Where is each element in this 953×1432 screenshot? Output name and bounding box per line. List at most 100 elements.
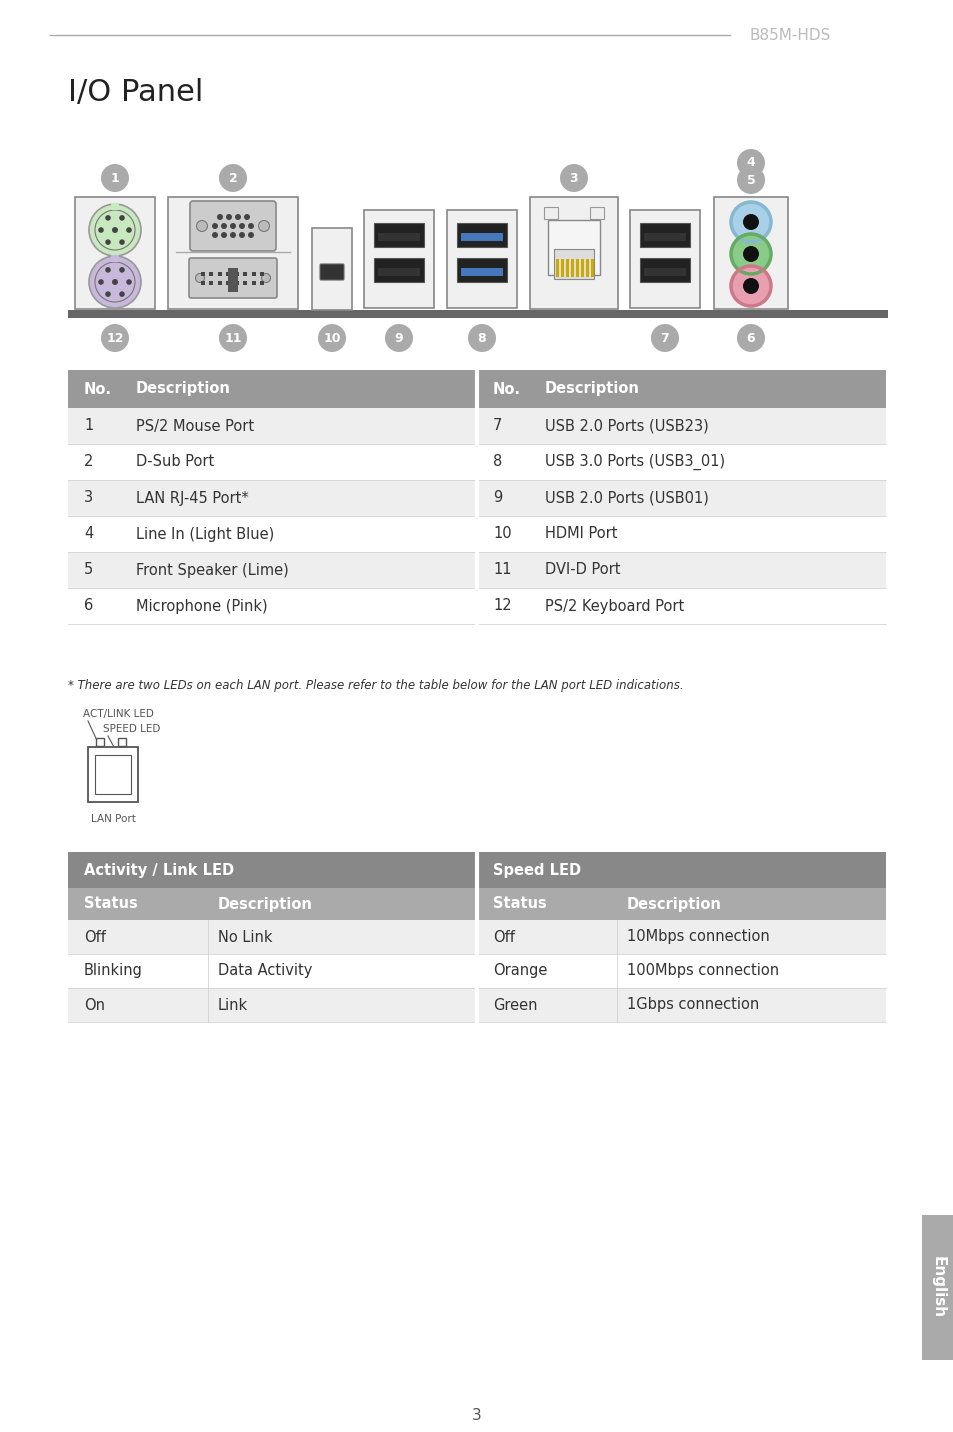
- Circle shape: [126, 279, 132, 285]
- Circle shape: [212, 232, 218, 238]
- Text: LAN RJ-45 Port*: LAN RJ-45 Port*: [136, 491, 249, 505]
- Bar: [476, 988, 885, 1022]
- Bar: [476, 954, 885, 988]
- Circle shape: [98, 228, 104, 233]
- Bar: [377, 233, 419, 241]
- Bar: [243, 281, 247, 285]
- Text: 2: 2: [229, 172, 237, 185]
- Bar: [68, 408, 476, 444]
- Bar: [565, 259, 568, 276]
- Circle shape: [105, 215, 111, 221]
- Bar: [456, 223, 506, 246]
- Text: ACT/LINK LED: ACT/LINK LED: [83, 709, 153, 719]
- Circle shape: [126, 228, 132, 233]
- Text: Microphone (Pink): Microphone (Pink): [136, 599, 268, 613]
- Bar: [68, 888, 476, 919]
- Bar: [68, 551, 476, 589]
- Bar: [243, 272, 247, 276]
- Circle shape: [737, 149, 764, 178]
- Bar: [252, 281, 255, 285]
- Text: Activity / Link LED: Activity / Link LED: [84, 862, 233, 878]
- Text: 2: 2: [84, 454, 93, 470]
- Text: 1: 1: [111, 172, 119, 185]
- Bar: [476, 516, 885, 551]
- Circle shape: [230, 232, 235, 238]
- Text: 7: 7: [493, 418, 502, 434]
- Circle shape: [89, 256, 141, 308]
- Circle shape: [95, 262, 135, 302]
- Text: No Link: No Link: [218, 929, 273, 945]
- Text: 5: 5: [84, 563, 93, 577]
- Bar: [476, 551, 885, 589]
- Circle shape: [737, 166, 764, 193]
- Text: 11: 11: [493, 563, 511, 577]
- Text: USB 2.0 Ports (USB23): USB 2.0 Ports (USB23): [544, 418, 708, 434]
- Text: Speed LED: Speed LED: [493, 862, 580, 878]
- Text: Description: Description: [626, 896, 721, 912]
- Text: 3: 3: [472, 1408, 481, 1422]
- Text: 6: 6: [746, 331, 755, 345]
- Text: I/O Panel: I/O Panel: [68, 77, 203, 107]
- Bar: [580, 259, 583, 276]
- Bar: [68, 852, 476, 888]
- Text: D-Sub Port: D-Sub Port: [136, 454, 214, 470]
- Bar: [571, 259, 574, 276]
- Text: No.: No.: [493, 381, 520, 397]
- Text: 4: 4: [746, 156, 755, 169]
- Bar: [68, 309, 887, 318]
- Text: 8: 8: [493, 454, 501, 470]
- Text: USB 3.0 Ports (USB3_01): USB 3.0 Ports (USB3_01): [544, 454, 724, 470]
- Text: Green: Green: [493, 998, 537, 1012]
- Bar: [201, 272, 205, 276]
- Bar: [68, 480, 476, 516]
- Bar: [476, 852, 885, 888]
- Bar: [629, 211, 700, 308]
- Circle shape: [195, 274, 204, 282]
- Text: Front Speaker (Lime): Front Speaker (Lime): [136, 563, 289, 577]
- Bar: [447, 211, 517, 308]
- Bar: [530, 198, 618, 309]
- Bar: [589, 208, 603, 219]
- Bar: [312, 228, 352, 309]
- Bar: [364, 211, 434, 308]
- Bar: [68, 988, 476, 1022]
- Bar: [118, 737, 126, 746]
- Text: Line In (Light Blue): Line In (Light Blue): [136, 527, 274, 541]
- Circle shape: [468, 324, 496, 352]
- Bar: [68, 954, 476, 988]
- Circle shape: [212, 223, 218, 229]
- Bar: [218, 281, 222, 285]
- Circle shape: [239, 223, 245, 229]
- Circle shape: [234, 213, 241, 221]
- Circle shape: [650, 324, 679, 352]
- Circle shape: [101, 324, 129, 352]
- Bar: [260, 281, 264, 285]
- Text: PS/2 Mouse Port: PS/2 Mouse Port: [136, 418, 253, 434]
- Circle shape: [119, 291, 125, 296]
- Bar: [226, 281, 231, 285]
- FancyBboxPatch shape: [189, 258, 276, 298]
- Text: 3: 3: [84, 491, 93, 505]
- Bar: [576, 259, 578, 276]
- Bar: [95, 755, 131, 793]
- Circle shape: [317, 324, 346, 352]
- Bar: [377, 268, 419, 276]
- Circle shape: [730, 266, 770, 306]
- Bar: [252, 272, 255, 276]
- Bar: [68, 516, 476, 551]
- Bar: [476, 408, 885, 444]
- Text: Link: Link: [218, 998, 248, 1012]
- Bar: [168, 198, 297, 309]
- Circle shape: [219, 324, 247, 352]
- Circle shape: [258, 221, 269, 232]
- Circle shape: [219, 165, 247, 192]
- Circle shape: [221, 223, 227, 229]
- Text: Status: Status: [493, 896, 546, 912]
- Bar: [111, 203, 119, 211]
- Bar: [68, 369, 476, 408]
- Text: Status: Status: [84, 896, 137, 912]
- Circle shape: [119, 268, 125, 272]
- Text: 100Mbps connection: 100Mbps connection: [626, 964, 779, 978]
- Text: 9: 9: [493, 491, 501, 505]
- Circle shape: [119, 215, 125, 221]
